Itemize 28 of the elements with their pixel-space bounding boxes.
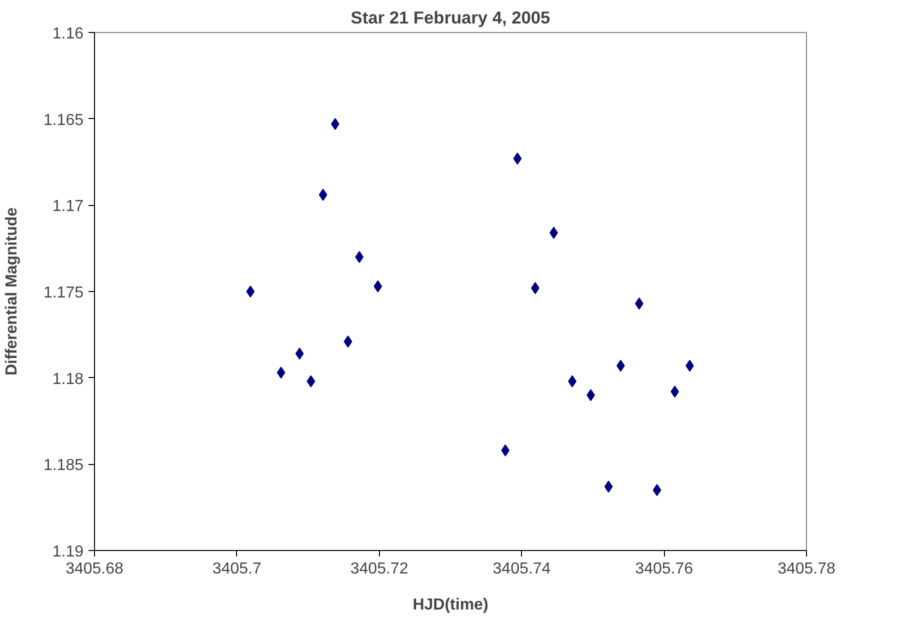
point	[306, 375, 316, 388]
point	[318, 188, 328, 201]
point	[246, 286, 255, 298]
point	[652, 484, 662, 496]
point	[276, 366, 286, 379]
point	[604, 480, 613, 493]
y-tick-label: 1.18	[52, 370, 84, 388]
point	[513, 152, 522, 165]
y-tick-label: 1.185	[43, 457, 84, 474]
x-tick-label: 3405.72	[350, 560, 408, 578]
x-tick-label: 3405.68	[66, 560, 124, 578]
y-tick-label: 1.19	[52, 544, 84, 560]
x-axis-title: HJD(time)	[412, 596, 488, 614]
x-tick-label: 3405.7	[212, 560, 262, 578]
point	[295, 348, 304, 360]
y-tick-label: 1.165	[43, 112, 84, 129]
point	[355, 250, 364, 263]
point	[344, 336, 352, 348]
x-tick-label: 3405.74	[492, 560, 551, 578]
chart-title: Star 21 February 4, 2005	[350, 8, 551, 28]
y-tick-label: 1.175	[43, 284, 84, 302]
y-axis-title: Differential Magnitude	[3, 207, 20, 376]
x-tick-label: 3405.76	[635, 560, 694, 578]
point	[330, 118, 340, 130]
x-tick-label: 3405.78	[778, 560, 836, 578]
point	[374, 280, 382, 292]
y-tick-label: 1.17	[52, 198, 84, 216]
y-tick-label: 1.16	[52, 26, 84, 42]
